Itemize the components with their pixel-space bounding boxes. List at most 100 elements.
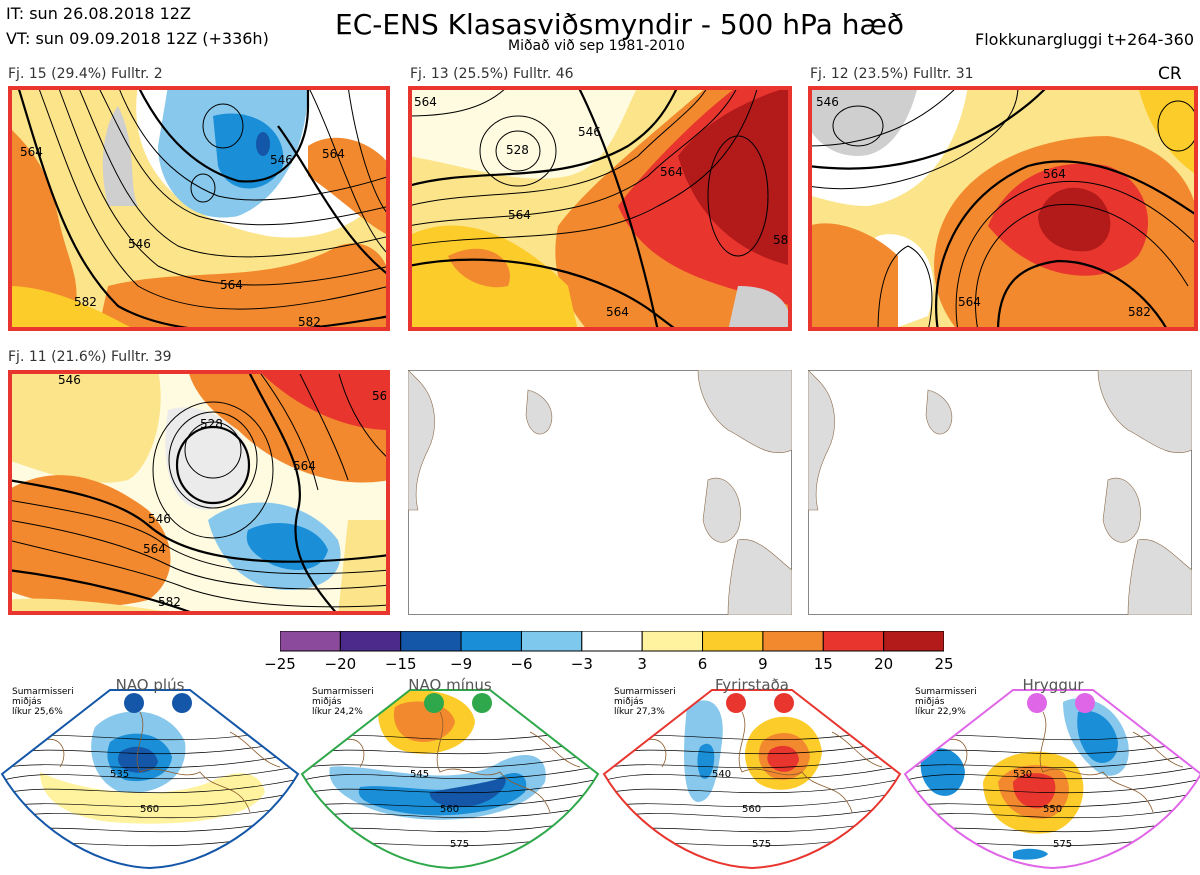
contour-label: 564 xyxy=(606,305,629,319)
contour-label: 582 xyxy=(74,295,97,309)
colorbar xyxy=(279,630,945,657)
cluster-1-label: Fj. 15 (29.4%) Fulltr. 2 xyxy=(8,66,163,82)
regime-dot xyxy=(424,693,444,713)
regime-3: 540 560 575 xyxy=(602,672,902,871)
initial-time: IT: sun 26.08.2018 12Z xyxy=(6,4,191,23)
anomaly-area xyxy=(920,748,965,796)
contour-label: 560 xyxy=(742,804,761,815)
cr-label: CR xyxy=(1158,64,1182,84)
colorbar-tick-label: 15 xyxy=(813,655,833,673)
contour-label: 546 xyxy=(578,125,601,139)
contour-label: 564 xyxy=(293,459,316,473)
contour-label: 575 xyxy=(1053,839,1072,850)
contour-label: 564 xyxy=(660,165,683,179)
colorbar-swatch xyxy=(400,630,462,652)
empty-map-2 xyxy=(808,370,1192,615)
height-contour xyxy=(2,752,298,769)
contour-label: 582 xyxy=(298,315,321,329)
colorbar-tick-label: −9 xyxy=(450,655,473,673)
colorbar-tick-label: −3 xyxy=(570,655,593,673)
regime-dot xyxy=(124,693,144,713)
regime-outline xyxy=(300,689,600,870)
regime-info-line: Sumarmisseri xyxy=(12,687,74,697)
regime-dot xyxy=(774,693,794,713)
regime-info: Sumarmisseri miðjás líkur 27,3% xyxy=(614,687,676,717)
cluster-4-label: Fj. 11 (21.6%) Fulltr. 39 xyxy=(8,349,172,365)
height-contour xyxy=(905,765,1200,782)
colorbar-tick-label: −20 xyxy=(324,655,357,673)
regime-outline xyxy=(0,689,300,870)
contour-label: 546 xyxy=(128,237,151,251)
anomaly-area xyxy=(40,772,265,824)
contour-label: 564 xyxy=(143,542,166,556)
contour-label: 528 xyxy=(506,143,529,157)
contour-label: 545 xyxy=(410,769,429,780)
height-contour xyxy=(905,752,1200,769)
contour-label: 564 xyxy=(414,95,437,109)
cluster-3-map: 546 564 564 582 xyxy=(808,86,1198,331)
classification-window: Flokkunargluggi t+264-360 xyxy=(975,30,1194,49)
colorbar-tick-label: 3 xyxy=(637,655,647,673)
page-subtitle: Miðað við sep 1981-2010 xyxy=(508,38,685,54)
regime-info: Sumarmisseri miðjás líkur 22,9% xyxy=(915,687,977,717)
contour-label: 530 xyxy=(1013,769,1032,780)
colorbar-tick-label: −15 xyxy=(384,655,417,673)
contour-label: 540 xyxy=(712,769,731,780)
colorbar-swatch xyxy=(883,630,945,652)
contour-label: 550 xyxy=(1043,804,1062,815)
anomaly-area xyxy=(1013,848,1048,860)
contour-label: 528 xyxy=(200,417,223,431)
colorbar-swatch xyxy=(702,630,764,652)
contour-label: 546 xyxy=(148,512,171,526)
contour-label: 56 xyxy=(372,389,387,403)
regime-info-line: miðjás xyxy=(614,697,644,707)
empty-map-1 xyxy=(408,370,792,615)
regime-info-line: Sumarmisseri xyxy=(312,687,374,697)
valid-time: VT: sun 09.09.2018 12Z (+336h) xyxy=(6,29,269,48)
regime-dot xyxy=(472,693,492,713)
height-contour xyxy=(302,791,598,808)
contour-label: 546 xyxy=(816,95,839,109)
regime-info-line: Sumarmisseri xyxy=(614,687,676,697)
regime-info-line: líkur 25,6% xyxy=(12,707,63,717)
page-title: EC-ENS Klasasviðsmyndir - 500 hPa hæð xyxy=(335,8,905,41)
colorbar-tick-label: 25 xyxy=(934,655,954,673)
colorbar-swatch xyxy=(762,630,824,652)
regime-dot xyxy=(1075,693,1095,713)
cluster-2-label: Fj. 13 (25.5%) Fulltr. 46 xyxy=(410,66,574,82)
colorbar-tick-label: −25 xyxy=(264,655,296,673)
contour-label: 575 xyxy=(752,839,771,850)
contour-label: 582 xyxy=(158,595,181,609)
colorbar-swatch xyxy=(460,630,522,652)
regime-info-line: miðjás xyxy=(312,697,342,707)
colorbar-swatch xyxy=(520,630,583,652)
regime-dot xyxy=(1027,693,1047,713)
colorbar-tick-label: 6 xyxy=(697,655,708,673)
regime-title: Hryggur xyxy=(1022,676,1084,694)
height-contour xyxy=(302,778,598,795)
contour-label: 535 xyxy=(110,769,129,780)
contour-label: 582 xyxy=(1128,305,1151,319)
anomaly-area xyxy=(1013,773,1056,809)
contour-label: 560 xyxy=(140,804,159,815)
colorbar-tick-label: 9 xyxy=(758,655,768,673)
regime-info: Sumarmisseri miðjás líkur 24,2% xyxy=(312,687,374,717)
height-contour xyxy=(604,765,900,782)
contour-label: 564 xyxy=(1043,167,1066,181)
contour-label: 564 xyxy=(220,278,243,292)
cluster-3-label: Fj. 12 (23.5%) Fulltr. 31 xyxy=(810,66,974,82)
height-contour xyxy=(604,778,900,795)
colorbar-swatches xyxy=(279,630,945,652)
cluster-4-map: 546 528 546 564 564 582 56 xyxy=(8,370,390,615)
contour-label: 582 xyxy=(773,233,792,247)
regime-outline xyxy=(602,689,902,870)
regime-info-line: líkur 22,9% xyxy=(915,707,966,717)
regime-title: Fyrirstaða xyxy=(715,676,789,694)
colorbar-swatch xyxy=(339,630,402,652)
regime-1: 535 560 xyxy=(0,672,300,871)
height-contour xyxy=(2,791,298,808)
contour-label: 564 xyxy=(322,147,345,161)
regime-info-line: Sumarmisseri xyxy=(915,687,977,697)
height-contour xyxy=(905,791,1200,808)
contour-label: 560 xyxy=(440,804,459,815)
